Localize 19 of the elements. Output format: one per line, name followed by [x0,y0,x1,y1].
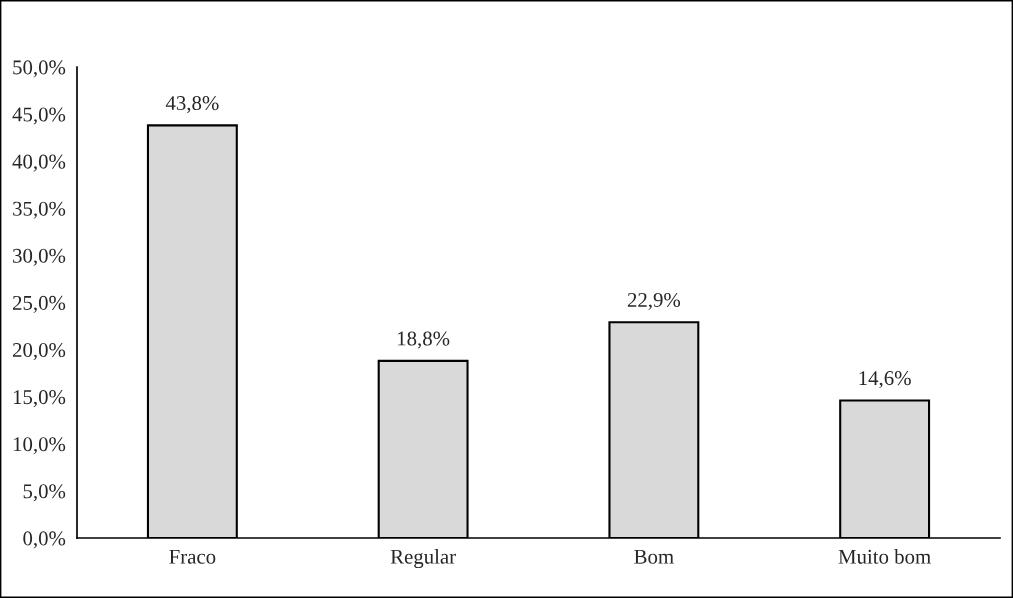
y-tick-label: 30,0% [13,248,66,266]
x-tick-label: Fraco [169,549,216,564]
y-tick-label: 40,0% [12,154,66,172]
y-tick-label: 50,0% [13,60,66,78]
data-label: 14,6% [859,371,911,389]
data-label: 18,8% [398,331,450,349]
x-tick-label: Muito bom [838,549,931,564]
y-tick-label: 10,0% [13,437,66,455]
y-tick-label: 5,0% [23,484,66,502]
y-tick-label: 0,0% [23,531,66,549]
y-tick-label: 45,0% [12,107,66,125]
x-tick-label: Regular [390,549,456,569]
data-label: 22,9% [627,292,681,310]
x-tick-label: Bom [634,549,674,564]
y-tick-label: 35,0% [13,201,66,219]
y-tick-label: 15,0% [13,390,66,408]
y-tick-label: 25,0% [12,295,66,313]
data-label: 43,8% [165,96,219,114]
y-tick-label: 20,0% [12,342,66,361]
